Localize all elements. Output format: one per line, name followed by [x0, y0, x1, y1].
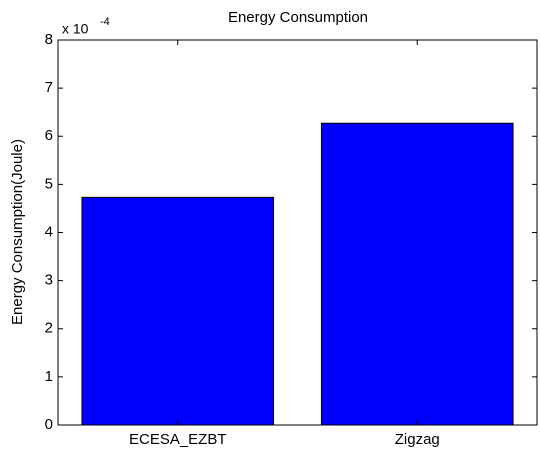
y-tick-label: 8 — [45, 31, 53, 48]
x-tick-label: ECESA_EZBT — [129, 431, 227, 448]
y-tick-label: 2 — [45, 320, 53, 337]
x-tick-label: Zigzag — [395, 431, 440, 448]
y-tick-label: 1 — [45, 368, 53, 385]
plot-frame — [57, 39, 538, 426]
y-tick-label: 7 — [45, 79, 53, 96]
axis-multiplier: x 10 — [62, 21, 89, 37]
y-tick-label: 0 — [45, 416, 53, 433]
chart-title: Energy Consumption — [228, 9, 368, 26]
y-tick-label: 6 — [45, 127, 53, 144]
y-tick-label: 4 — [45, 223, 53, 240]
y-tick-label: 5 — [45, 175, 53, 192]
bar — [320, 122, 514, 426]
bar — [81, 196, 275, 426]
y-axis-label: Energy Consumption(Joule) — [9, 139, 26, 325]
y-tick-label: 3 — [45, 272, 53, 289]
axis-multiplier-exponent: -4 — [100, 16, 110, 28]
